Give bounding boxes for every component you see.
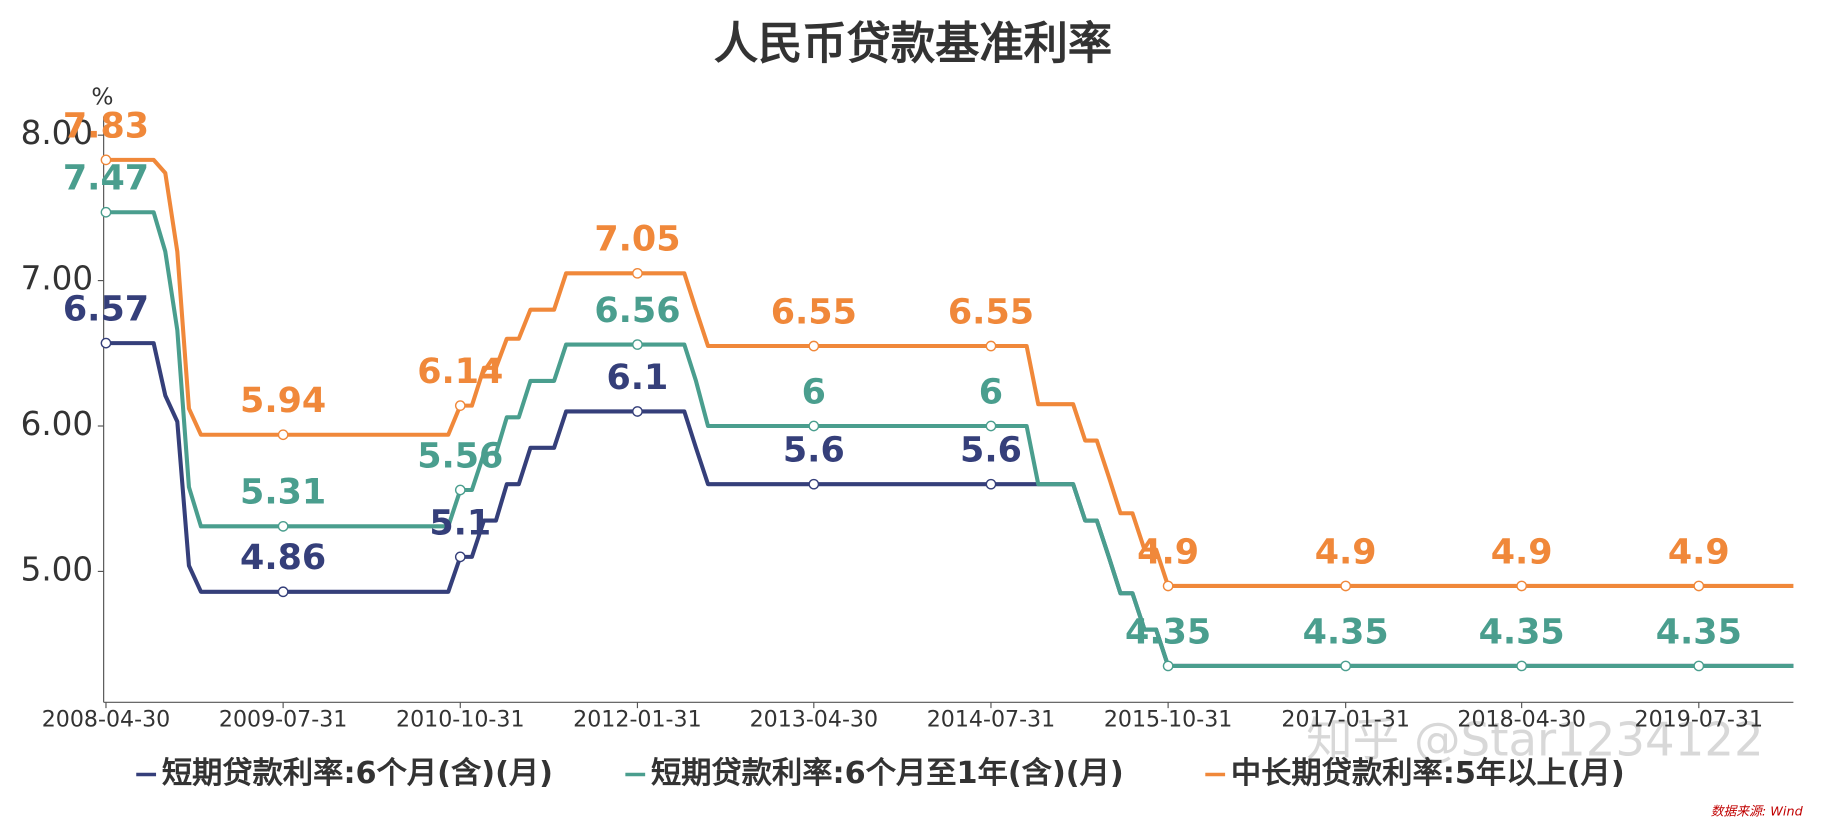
y-tick-label: 6.00 — [21, 405, 94, 443]
data-point — [985, 420, 997, 432]
x-tick-label: 2019-07-31 — [1635, 706, 1764, 732]
x-tick-label: 2017-01-31 — [1281, 706, 1409, 732]
data-label: 6.1 — [606, 358, 668, 398]
data-label: 5.56 — [417, 436, 503, 476]
x-tick-label: 2013-04-30 — [750, 706, 879, 732]
legend-item: 短期贷款利率:6个月(含)(月) — [136, 755, 553, 791]
x-tick-label: 2012-01-31 — [573, 706, 702, 732]
data-label: 5.6 — [783, 431, 845, 471]
data-point — [100, 154, 112, 166]
x-tick-label: 2015-10-31 — [1104, 706, 1233, 732]
watermark: 知乎 @Star1234122 — [1306, 713, 1764, 767]
legend-label: 中长期贷款利率:5年以上(月) — [1231, 756, 1625, 791]
data-label: 7.83 — [63, 106, 149, 146]
data-point — [277, 586, 289, 598]
data-point — [1516, 660, 1528, 672]
data-label: 4.9 — [1137, 532, 1199, 572]
x-tick-label: 2018-04-30 — [1457, 706, 1586, 732]
x-tick-label: 2009-07-31 — [219, 706, 348, 732]
data-label: 4.35 — [1125, 612, 1211, 652]
data-label: 4.35 — [1479, 612, 1565, 652]
data-point — [454, 400, 466, 412]
y-tick-label: 7.00 — [21, 260, 94, 298]
data-label: 7.47 — [63, 159, 149, 199]
legend-label: 短期贷款利率:6个月至1年(含)(月) — [651, 755, 1124, 791]
source-note: 数据来源: Wind — [1711, 804, 1804, 819]
data-point — [985, 478, 997, 490]
series-line — [105, 210, 1794, 668]
data-point — [808, 420, 820, 432]
y-tick-label: 8.00 — [21, 114, 94, 152]
data-label: 6 — [979, 372, 1003, 412]
legend-label: 短期贷款利率:6个月(含)(月) — [162, 755, 553, 791]
data-label: 5.1 — [429, 503, 491, 543]
data-point — [454, 484, 466, 496]
data-label: 6.56 — [594, 291, 680, 331]
data-point — [808, 340, 820, 352]
data-label: 6.55 — [948, 292, 1034, 332]
data-label: 4.35 — [1656, 612, 1742, 652]
data-point — [1516, 580, 1528, 592]
y-tick-label: 5.00 — [21, 550, 94, 588]
data-label: 5.94 — [240, 381, 326, 421]
data-label: 6.55 — [771, 292, 857, 332]
y-axis-label: % — [91, 83, 113, 110]
data-point — [100, 206, 112, 218]
data-label: 6.14 — [417, 352, 503, 392]
legend-item: 短期贷款利率:6个月至1年(含)(月) — [625, 755, 1124, 791]
data-label: 4.9 — [1491, 532, 1553, 572]
legend-item: 中长期贷款利率:5年以上(月) — [1205, 756, 1625, 791]
data-point — [1340, 580, 1352, 592]
data-label: 5.6 — [960, 431, 1022, 471]
data-label: 6 — [802, 372, 826, 412]
data-point — [100, 337, 112, 349]
data-label: 7.05 — [594, 220, 680, 260]
data-label: 4.35 — [1303, 612, 1389, 652]
data-label: 6.57 — [63, 290, 149, 330]
data-point — [808, 478, 820, 490]
data-label: 4.9 — [1315, 532, 1377, 572]
data-point — [985, 340, 997, 352]
data-point — [454, 551, 466, 563]
data-point — [1693, 660, 1705, 672]
x-tick-label: 2008-04-30 — [42, 706, 171, 732]
data-point — [1162, 660, 1174, 672]
data-point — [277, 429, 289, 441]
data-point — [1693, 580, 1705, 592]
chart-title: 人民币贷款基准利率 — [714, 19, 1112, 70]
data-label: 4.9 — [1668, 532, 1730, 572]
data-point — [1340, 660, 1352, 672]
x-tick-label: 2014-07-31 — [927, 706, 1056, 732]
series-line — [105, 157, 1794, 589]
data-point — [632, 406, 643, 417]
data-label: 4.86 — [240, 538, 326, 578]
data-label: 5.31 — [240, 473, 326, 513]
data-point — [277, 520, 289, 532]
x-tick-label: 2010-10-31 — [396, 706, 525, 732]
data-point — [632, 267, 643, 279]
data-point — [632, 339, 643, 350]
data-point — [1162, 580, 1174, 592]
